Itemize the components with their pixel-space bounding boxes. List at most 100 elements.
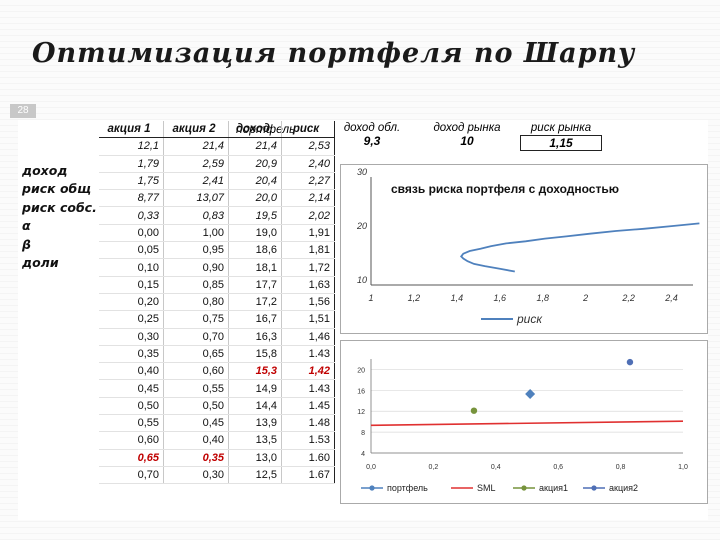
- table-cell: 0,70: [163, 328, 229, 346]
- x-tick-label: 2,2: [621, 293, 635, 303]
- table-cell: 0,25: [99, 310, 164, 329]
- table-row: 1,79 2,59 20,9 2,40: [99, 155, 335, 173]
- bond-income-label: доход обл.: [343, 122, 401, 134]
- table-cell: 0,50: [99, 397, 164, 416]
- slide-number: 28: [10, 104, 36, 118]
- table-cell: 0,35: [99, 345, 164, 364]
- legend-label: портфель: [387, 483, 428, 493]
- table-cell: 0,60: [163, 362, 229, 381]
- y-tick-label: 10: [357, 275, 367, 285]
- table-row: 0,50 0,50 14,4 1.45: [99, 397, 335, 416]
- table-cell: 0,85: [163, 276, 229, 294]
- y-tick-label: 30: [357, 167, 367, 177]
- table-row: 0,55 0,45 13,9 1.48: [99, 414, 335, 433]
- y-tick-label: 16: [357, 388, 365, 395]
- table-cell: 0,50: [163, 397, 229, 416]
- market-risk-value: 1,15: [520, 135, 602, 151]
- table-cell: 0,65: [163, 345, 229, 364]
- table-cell: 20,4: [228, 172, 282, 191]
- risk-income-chart-svg: 10 20 30 1 1,2 1,4 1,6 1,8 2 2,2 2,4 связь риска по…: [356, 167, 700, 326]
- x-tick-label: 1,0: [678, 464, 688, 471]
- table-cell: 1.43: [281, 379, 335, 398]
- table-cell: 13,07: [163, 189, 229, 208]
- x-tick-label: 0,2: [429, 464, 439, 471]
- table-cell: 0,90: [163, 258, 229, 277]
- table-cell: 18,6: [228, 241, 282, 260]
- table-cell: 15,8: [228, 345, 282, 364]
- x-tick-label: 1: [368, 293, 373, 303]
- table-cell: 20,9: [228, 155, 282, 173]
- table-cell: 13,5: [228, 431, 282, 450]
- header-stock1: акция 1: [99, 121, 164, 139]
- row-label-shares: доли: [22, 254, 59, 270]
- table-cell: 13,0: [228, 449, 282, 467]
- data-table: акция 1 акция 2 доход риск 12,1 21,4 21,4 2,53 1…: [99, 121, 335, 485]
- table-row: 0,15 0,85 17,7 1,63: [99, 276, 335, 294]
- risk-series-line: [460, 222, 700, 273]
- table-cell: 14,9: [228, 379, 282, 398]
- table-cell: 17,7: [228, 276, 282, 294]
- x-tick-label: 0,4: [491, 464, 501, 471]
- table-row: 0,45 0,55 14,9 1.43: [99, 379, 335, 398]
- table-cell: 15,3: [228, 362, 282, 381]
- table-cell: 1.43: [281, 345, 335, 364]
- table-cell: 0,80: [163, 293, 229, 312]
- table-cell: 1.60: [281, 449, 335, 467]
- chart-title: связь риска портфеля с доходностью: [391, 182, 619, 196]
- row-label-total-risk: риск общ: [22, 181, 92, 197]
- x-tick-label: 1,8: [536, 293, 549, 303]
- legend-marker: [591, 485, 597, 491]
- table-cell: 19,0: [228, 224, 282, 243]
- table-cell: 0,65: [99, 449, 164, 467]
- table-cell: 16,3: [228, 328, 282, 346]
- table-row: 0,60 0,40 13,5 1.53: [99, 431, 335, 450]
- table-cell: 1,42: [281, 362, 335, 381]
- stock1-point: [470, 407, 478, 414]
- table-header-row: акция 1 акция 2 доход риск: [99, 121, 335, 139]
- table-cell: 0,83: [163, 206, 229, 225]
- bond-income-value: 9,3: [363, 134, 381, 148]
- table-cell: 21,4: [228, 137, 282, 156]
- table-row: 12,1 21,4 21,4 2,53: [99, 137, 335, 156]
- y-tick-label: 20: [357, 367, 365, 374]
- table-cell: 1.67: [281, 466, 335, 485]
- table-cell: 12,5: [228, 466, 282, 485]
- x-tick-label: 2: [582, 293, 588, 303]
- risk-income-chart: 10 20 30 1 1,2 1,4 1,6 1,8 2 2,2 2,4 связь риска по…: [340, 164, 708, 334]
- table-cell: 0,10: [99, 258, 164, 277]
- table-cell: 0,35: [163, 449, 229, 467]
- table-cell: 0,20: [99, 293, 164, 312]
- market-income-label: доход рынка: [433, 122, 501, 134]
- legend-label: акция2: [609, 483, 638, 493]
- row-label-income: доход: [22, 163, 68, 178]
- header-stock2: акция 2: [163, 121, 229, 139]
- x-tick-label: 0,6: [553, 464, 563, 471]
- x-tick-label: 1,4: [451, 293, 464, 303]
- table-cell: 0,60: [99, 431, 164, 450]
- table-cell: 0,05: [99, 241, 164, 260]
- stock2-point: [626, 358, 634, 366]
- table-cell: 0,45: [99, 379, 164, 398]
- x-tick-label: 2,4: [664, 293, 678, 303]
- table-cell: 0,55: [163, 379, 229, 398]
- legend-label: SML: [477, 483, 496, 493]
- sml-line: [370, 420, 684, 427]
- row-label-beta: β: [22, 236, 31, 252]
- y-tick-label: 12: [357, 409, 365, 416]
- legend-label: риск: [516, 312, 543, 326]
- table-cell: 0,30: [99, 328, 164, 346]
- table-cell: 1.45: [281, 397, 335, 416]
- table-row: 0,00 1,00 19,0 1,91: [99, 224, 335, 243]
- y-tick-label: 8: [361, 430, 365, 437]
- table-cell: 1.48: [281, 414, 335, 433]
- table-row: 0,05 0,95 18,6 1,81: [99, 241, 335, 260]
- x-tick-label: 1,2: [408, 293, 421, 303]
- table-cell: 1,56: [281, 293, 335, 312]
- table-cell: 0,15: [99, 276, 164, 294]
- x-tick-label: 0,0: [366, 464, 376, 471]
- table-cell: 1,51: [281, 310, 335, 329]
- x-tick-label: 1,6: [494, 293, 507, 303]
- table-row: 0,65 0,35 13,0 1.60: [99, 449, 335, 467]
- legend-marker: [521, 485, 527, 491]
- table-row: 0,20 0,80 17,2 1,56: [99, 293, 335, 312]
